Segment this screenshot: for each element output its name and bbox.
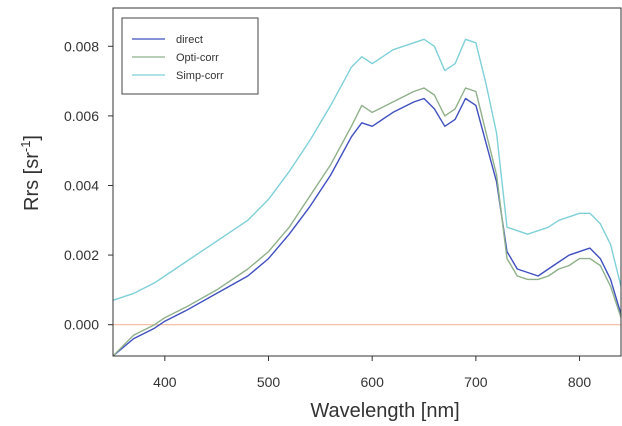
y-axis-title: Rrs [sr-1] bbox=[18, 135, 43, 211]
series-layer bbox=[113, 38, 621, 356]
x-tick-label: 400 bbox=[153, 374, 177, 390]
y-axis-title-superscript: -1 bbox=[18, 141, 33, 153]
legend: direct Opti-corr Simp-corr bbox=[121, 17, 259, 95]
series-line-simp-corr bbox=[113, 38, 621, 301]
x-tick-label: 800 bbox=[568, 374, 592, 390]
y-tick-label: 0.006 bbox=[64, 108, 99, 124]
x-tick-label: 600 bbox=[361, 374, 385, 390]
series-line-direct bbox=[113, 97, 621, 356]
y-tick-label: 0.000 bbox=[64, 317, 99, 333]
x-tick-label: 500 bbox=[257, 374, 281, 390]
y-tick-label: 0.008 bbox=[64, 38, 99, 54]
tick-layer: 400 500 600 700 800 0.000 0.002 0.004 0.006 0.008 bbox=[64, 38, 591, 390]
plot-frame bbox=[112, 7, 622, 357]
legend-box bbox=[121, 17, 259, 95]
legend-label-opti-corr: Opti-corr bbox=[176, 52, 219, 64]
x-tick-label: 700 bbox=[464, 374, 488, 390]
legend-label-simp-corr: Simp-corr bbox=[176, 70, 224, 82]
legend-label-direct: direct bbox=[176, 34, 203, 46]
y-axis-title-main: Rrs [sr bbox=[21, 152, 43, 211]
y-tick-label: 0.004 bbox=[64, 177, 99, 193]
x-axis-title: Wavelength [nm] bbox=[310, 400, 459, 422]
y-axis-title-close: ] bbox=[21, 135, 43, 141]
y-tick-label: 0.002 bbox=[64, 247, 99, 263]
series-line-opti-corr bbox=[113, 87, 621, 356]
